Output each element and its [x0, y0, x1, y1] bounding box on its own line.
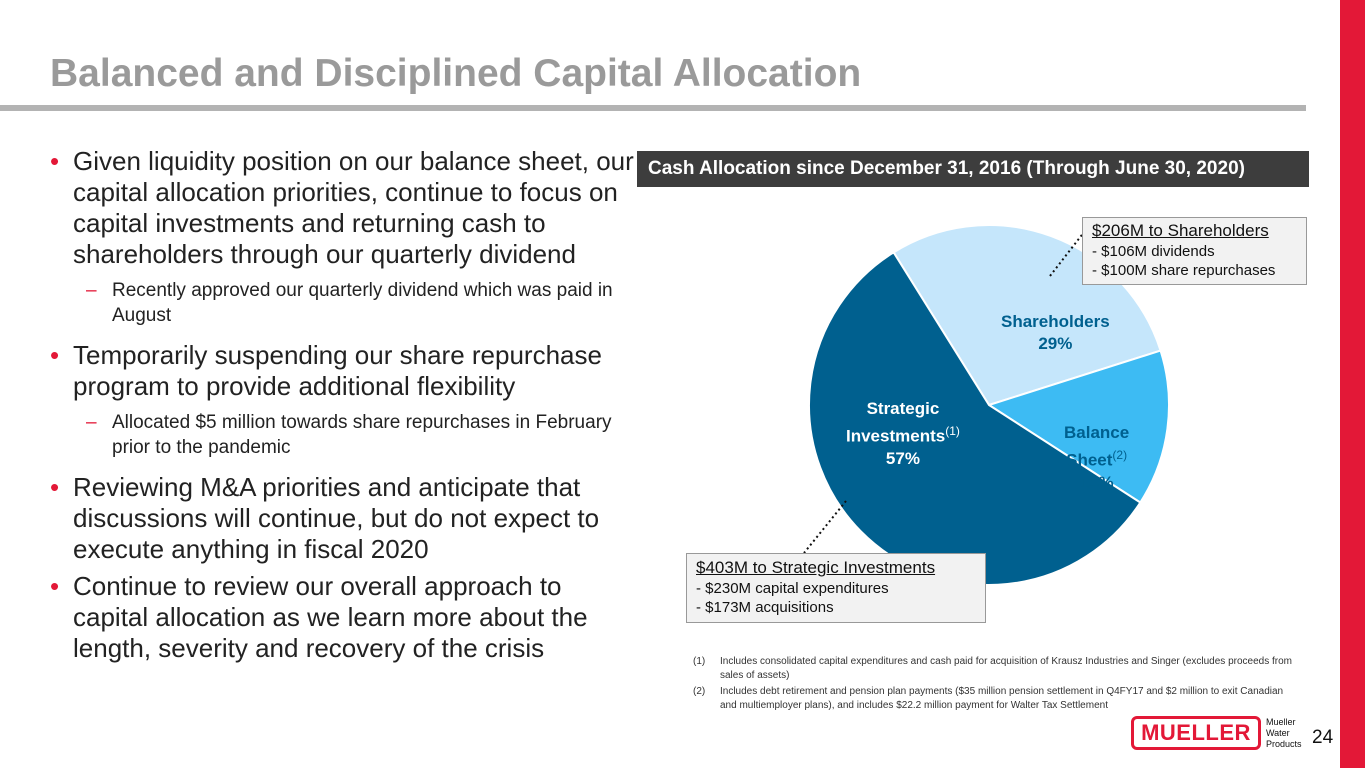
- bullet-item: • Temporarily suspending our share repurc…: [50, 340, 640, 402]
- callout-line: - $100M share repurchases: [1092, 262, 1276, 279]
- pie-slice-balance-sheet: [986, 349, 1170, 504]
- logo-sub-line: Products: [1266, 739, 1302, 749]
- sub-bullet-text: Recently approved our quarterly dividend…: [112, 280, 613, 326]
- callout-line: - $230M capital expenditures: [696, 580, 889, 597]
- shareholders-leader-line: [1049, 226, 1089, 277]
- bullet-text: Continue to review our overall approach …: [73, 571, 588, 663]
- strategic-label-name: Strategic: [866, 399, 940, 418]
- pie-slice-strategic-investments: [808, 250, 1142, 586]
- balance-slice-label: Balance Sheet(2) 14%: [1064, 422, 1129, 494]
- bullet-dot-icon: •: [50, 571, 60, 601]
- bullet-item: • Continue to review our overall approach…: [50, 571, 640, 664]
- callout-line: - $106M dividends: [1092, 243, 1215, 260]
- bullet-text: Reviewing M&A priorities and anticipate …: [73, 472, 600, 564]
- strategic-label-line2: Investments(1): [846, 420, 960, 448]
- footnote-number: (1): [693, 656, 706, 667]
- strategic-label-name-2: Investments: [846, 426, 946, 446]
- bullet-dot-icon: •: [50, 472, 60, 502]
- shareholders-callout: $206M to Shareholders - $106M dividends …: [1082, 217, 1307, 285]
- strategic-leader-line: [803, 500, 847, 554]
- footnote-text: Includes consolidated capital expenditur…: [720, 656, 1292, 681]
- balance-label-name-2: Sheet: [1066, 450, 1113, 470]
- strategic-callout-heading: $403M to Strategic Investments: [696, 558, 936, 577]
- sub-bullet-text: Allocated $5 million towards share repur…: [112, 412, 612, 458]
- slide-title: Balanced and Disciplined Capital Allocat…: [50, 52, 862, 95]
- logo-company-name: Mueller Water Products: [1266, 717, 1302, 750]
- bullet-dot-icon: •: [50, 340, 60, 370]
- chart-title: Cash Allocation since December 31, 2016 …: [637, 151, 1309, 187]
- dash-icon: –: [86, 280, 97, 301]
- balance-label-line2: Sheet(2): [1064, 444, 1129, 472]
- dash-icon: –: [86, 412, 97, 433]
- footnote-number: (2): [693, 686, 706, 697]
- logo-sub-line: Mueller: [1266, 717, 1296, 727]
- bullet-text: Temporarily suspending our share repurch…: [73, 340, 602, 401]
- logo-wordmark: MUELLER: [1141, 720, 1251, 745]
- sub-bullet-item: – Allocated $5 million towards share repu…: [50, 410, 640, 460]
- bullet-item: • Given liquidity position on our balance…: [50, 146, 640, 270]
- strategic-slice-label: Strategic Investments(1) 57%: [846, 398, 960, 470]
- bullet-dot-icon: •: [50, 146, 60, 176]
- shareholders-callout-heading: $206M to Shareholders: [1092, 221, 1269, 240]
- mueller-logo: MUELLER: [1131, 716, 1261, 750]
- balance-footnote-marker: (2): [1112, 448, 1128, 462]
- shareholders-label-pct: 29%: [1038, 334, 1073, 353]
- bullet-text: Given liquidity position on our balance …: [73, 146, 634, 269]
- balance-label-pct: 14%: [1079, 472, 1114, 492]
- bullet-list: • Given liquidity position on our balance…: [50, 146, 640, 670]
- strategic-label-pct: 57%: [885, 448, 920, 468]
- footnotes: (1) Includes consolidated capital expendi…: [693, 655, 1299, 715]
- bullet-item: • Reviewing M&A priorities and anticipate…: [50, 472, 640, 565]
- logo-sub-line: Water: [1266, 728, 1290, 738]
- page-number: 24: [1312, 727, 1334, 748]
- strategic-footnote-marker: (1): [945, 424, 960, 438]
- callout-line: - $173M acquisitions: [696, 599, 834, 616]
- title-divider: [0, 105, 1306, 111]
- shareholders-label-name: Shareholders: [1001, 312, 1110, 331]
- strategic-callout: $403M to Strategic Investments - $230M c…: [686, 553, 986, 623]
- right-accent-bar: [1340, 0, 1365, 768]
- sub-bullet-item: – Recently approved our quarterly dividen…: [50, 278, 640, 328]
- footnote-text: Includes debt retirement and pension pla…: [720, 686, 1284, 711]
- footnote-item: (1) Includes consolidated capital expendi…: [693, 655, 1299, 683]
- shareholders-slice-label: Shareholders 29%: [1001, 311, 1110, 355]
- balance-label-name: Balance: [1064, 423, 1130, 442]
- footnote-item: (2) Includes debt retirement and pension …: [693, 685, 1299, 713]
